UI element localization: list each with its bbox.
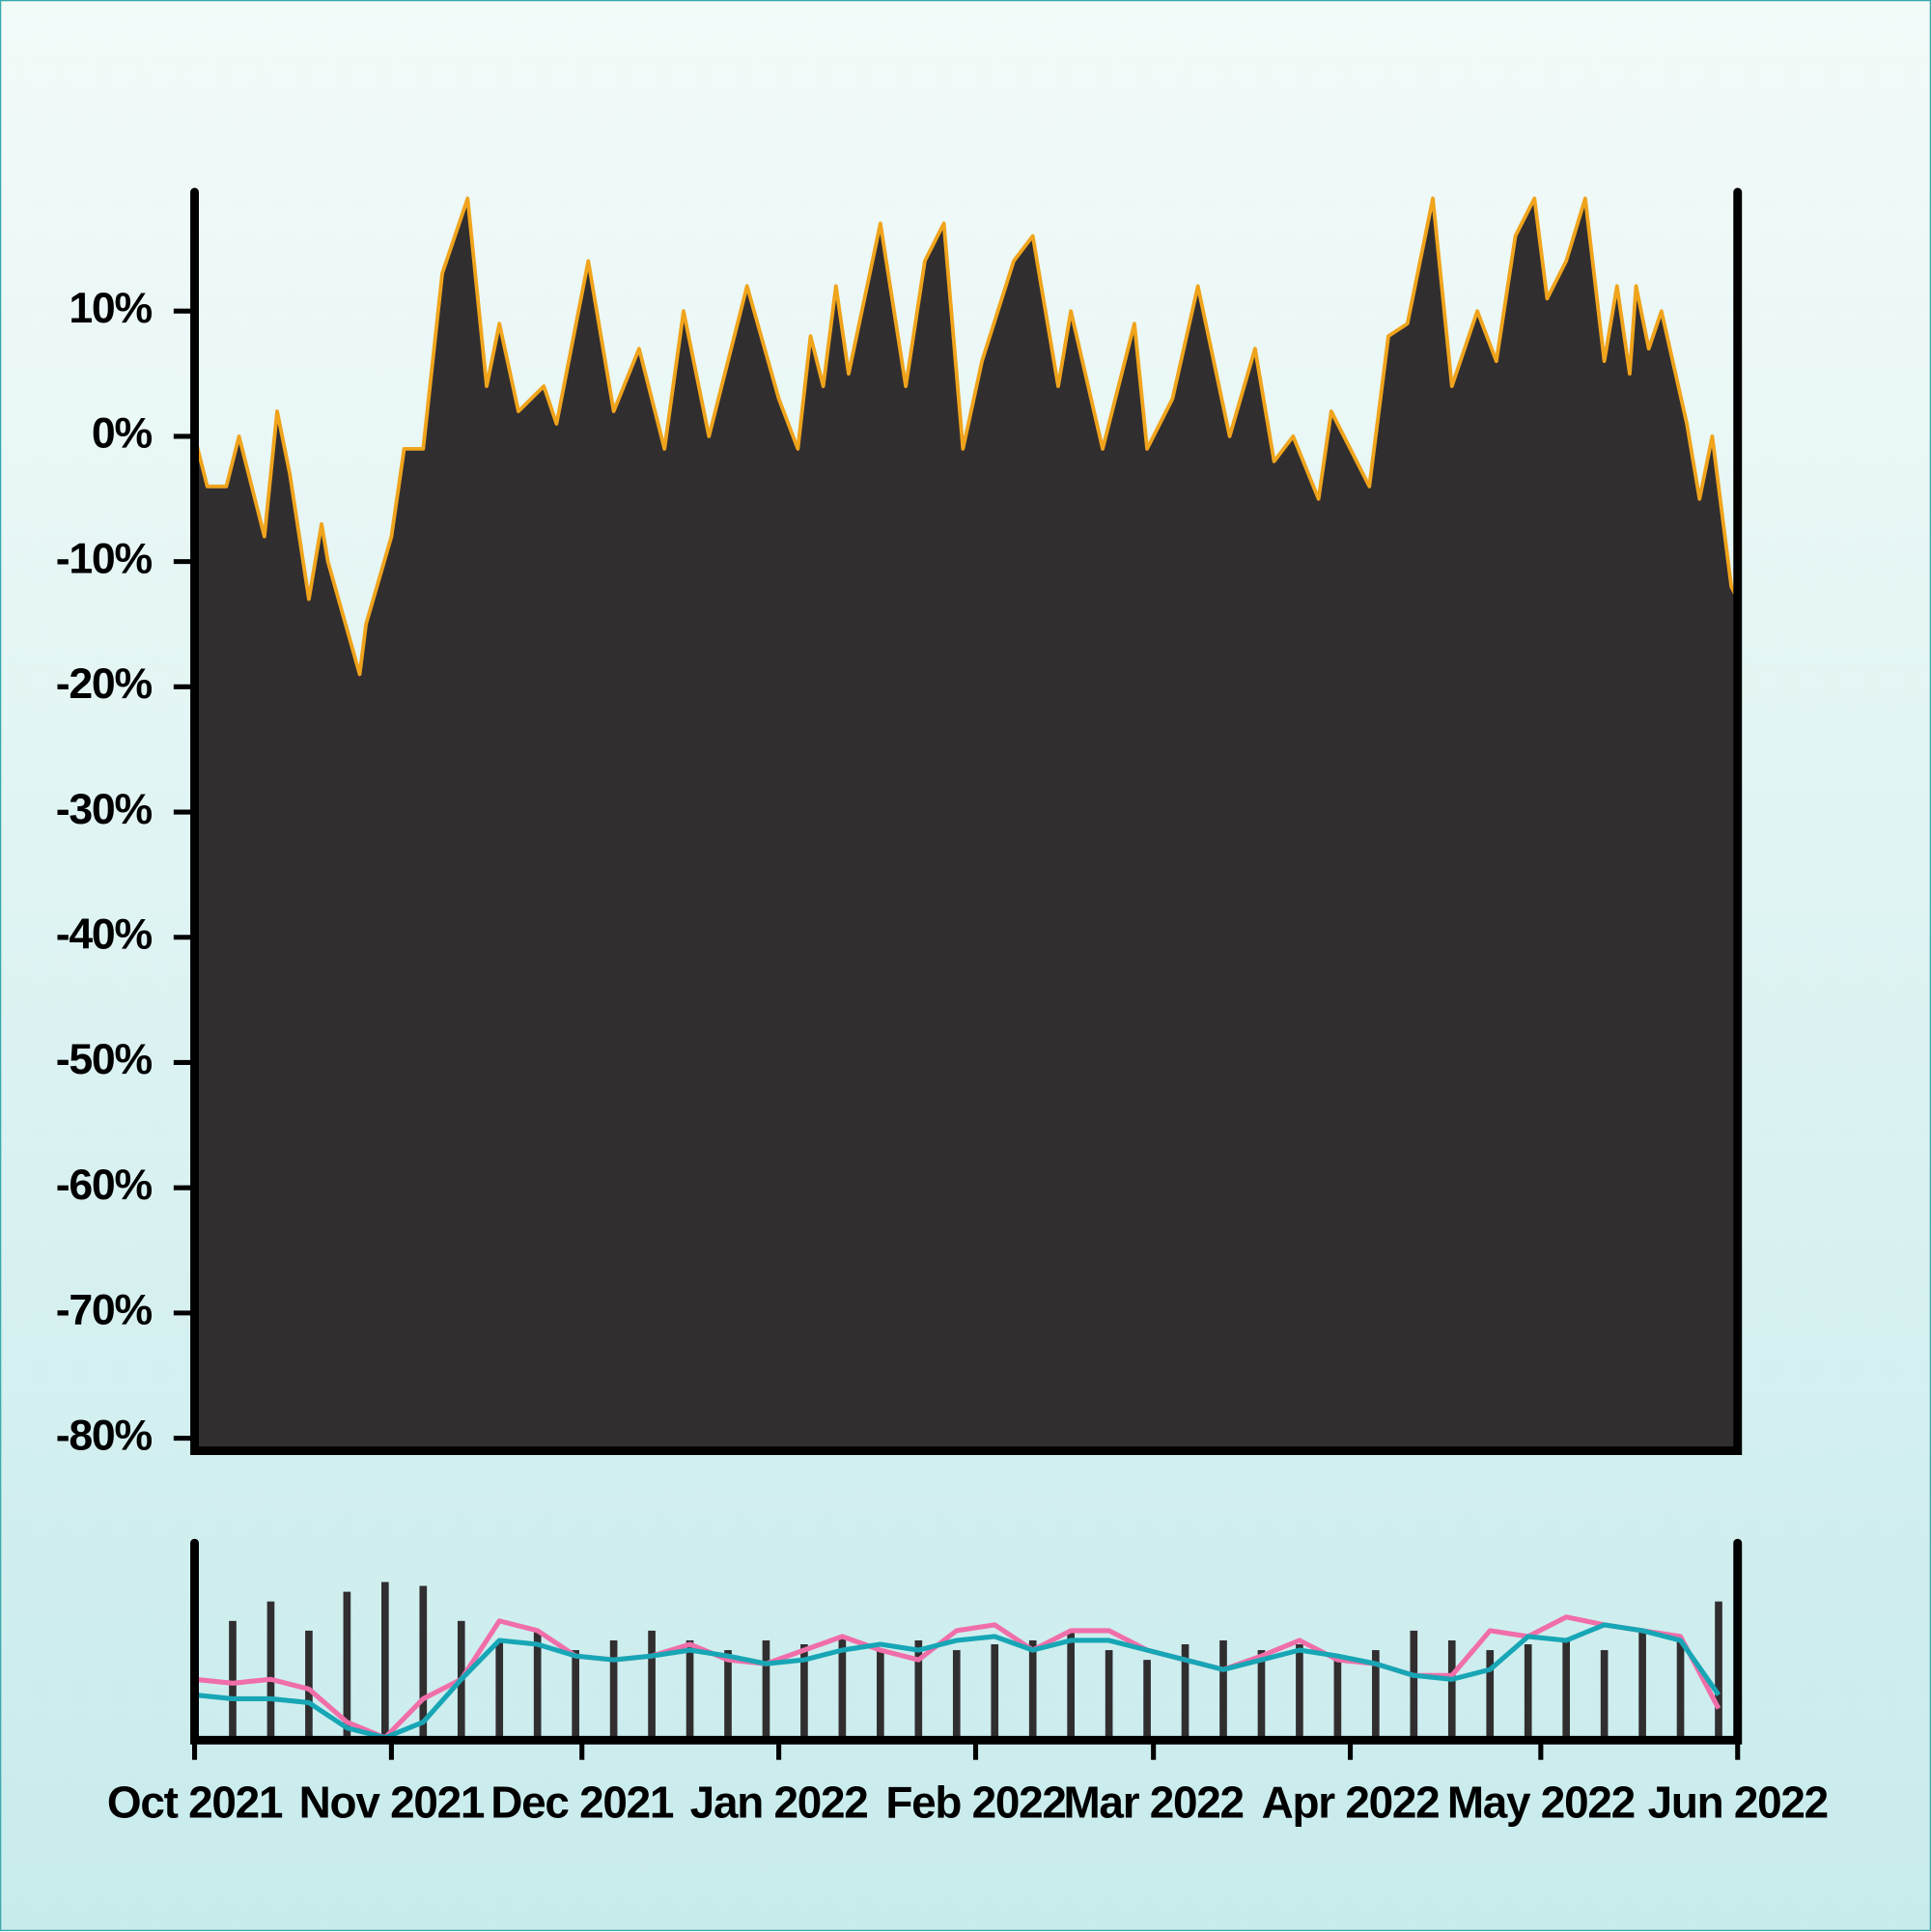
x-tick-label: Dec 2021 xyxy=(490,1777,674,1828)
y-tick-label: -50% xyxy=(56,1036,153,1083)
bar xyxy=(1600,1650,1609,1738)
x-tick-label: Oct 2021 xyxy=(106,1777,284,1828)
area xyxy=(194,198,1738,1451)
bar xyxy=(648,1630,656,1738)
bar xyxy=(572,1650,579,1738)
bar xyxy=(1676,1639,1685,1738)
bar xyxy=(609,1639,618,1738)
bar xyxy=(1219,1639,1227,1738)
bar xyxy=(1181,1644,1189,1738)
y-tick-label: -70% xyxy=(56,1287,153,1334)
bar xyxy=(952,1650,961,1738)
bar xyxy=(686,1639,694,1738)
bar xyxy=(1067,1630,1075,1738)
bar xyxy=(495,1639,504,1738)
bar xyxy=(305,1630,313,1738)
bar xyxy=(1028,1639,1037,1738)
x-tick-label: Feb 2022 xyxy=(885,1777,1067,1828)
bar xyxy=(877,1650,884,1738)
axis-frame xyxy=(190,187,1743,1456)
bar xyxy=(1143,1660,1151,1738)
bar xyxy=(419,1585,428,1738)
bar xyxy=(1410,1630,1418,1738)
x-tick-label: Apr 2022 xyxy=(1261,1777,1441,1828)
bar xyxy=(1296,1644,1303,1738)
bar xyxy=(1715,1601,1722,1738)
line xyxy=(194,1622,1721,1741)
bar xyxy=(533,1630,542,1738)
bar xyxy=(1372,1650,1380,1738)
bar xyxy=(724,1650,732,1738)
x-tick-label: May 2022 xyxy=(1446,1777,1636,1828)
bar xyxy=(762,1639,770,1738)
bar xyxy=(838,1636,847,1738)
y-tick-label: -80% xyxy=(56,1412,153,1459)
y-tick-label: 0% xyxy=(92,410,153,458)
bar xyxy=(1562,1639,1570,1738)
bar xyxy=(1524,1644,1532,1738)
x-tick-label: Jan 2022 xyxy=(689,1777,869,1828)
y-tick-label: -40% xyxy=(56,911,153,959)
y-tick-label: -20% xyxy=(56,660,153,708)
area-line xyxy=(192,196,1740,677)
x-tick-label: Jun 2022 xyxy=(1647,1777,1830,1828)
bar xyxy=(991,1644,999,1738)
bar xyxy=(1257,1650,1266,1738)
bar xyxy=(343,1591,351,1738)
bar xyxy=(800,1644,808,1738)
bar xyxy=(1105,1650,1113,1738)
bar xyxy=(914,1639,923,1738)
axis-frame xyxy=(190,1538,1743,1745)
line xyxy=(194,1614,1721,1741)
bar xyxy=(381,1582,389,1738)
y-tick-label: -10% xyxy=(56,535,153,582)
y-tick-label: -60% xyxy=(56,1162,153,1209)
x-tick-label: Mar 2022 xyxy=(1063,1777,1245,1828)
bar xyxy=(229,1620,237,1738)
bar xyxy=(1486,1650,1495,1738)
bar xyxy=(266,1601,275,1738)
bar xyxy=(1638,1630,1646,1738)
bar xyxy=(1447,1639,1456,1738)
bar xyxy=(1333,1660,1342,1738)
y-tick-label: 10% xyxy=(69,285,152,332)
x-tick-label: Nov 2021 xyxy=(298,1777,486,1828)
y-tick-label: -30% xyxy=(56,786,153,833)
